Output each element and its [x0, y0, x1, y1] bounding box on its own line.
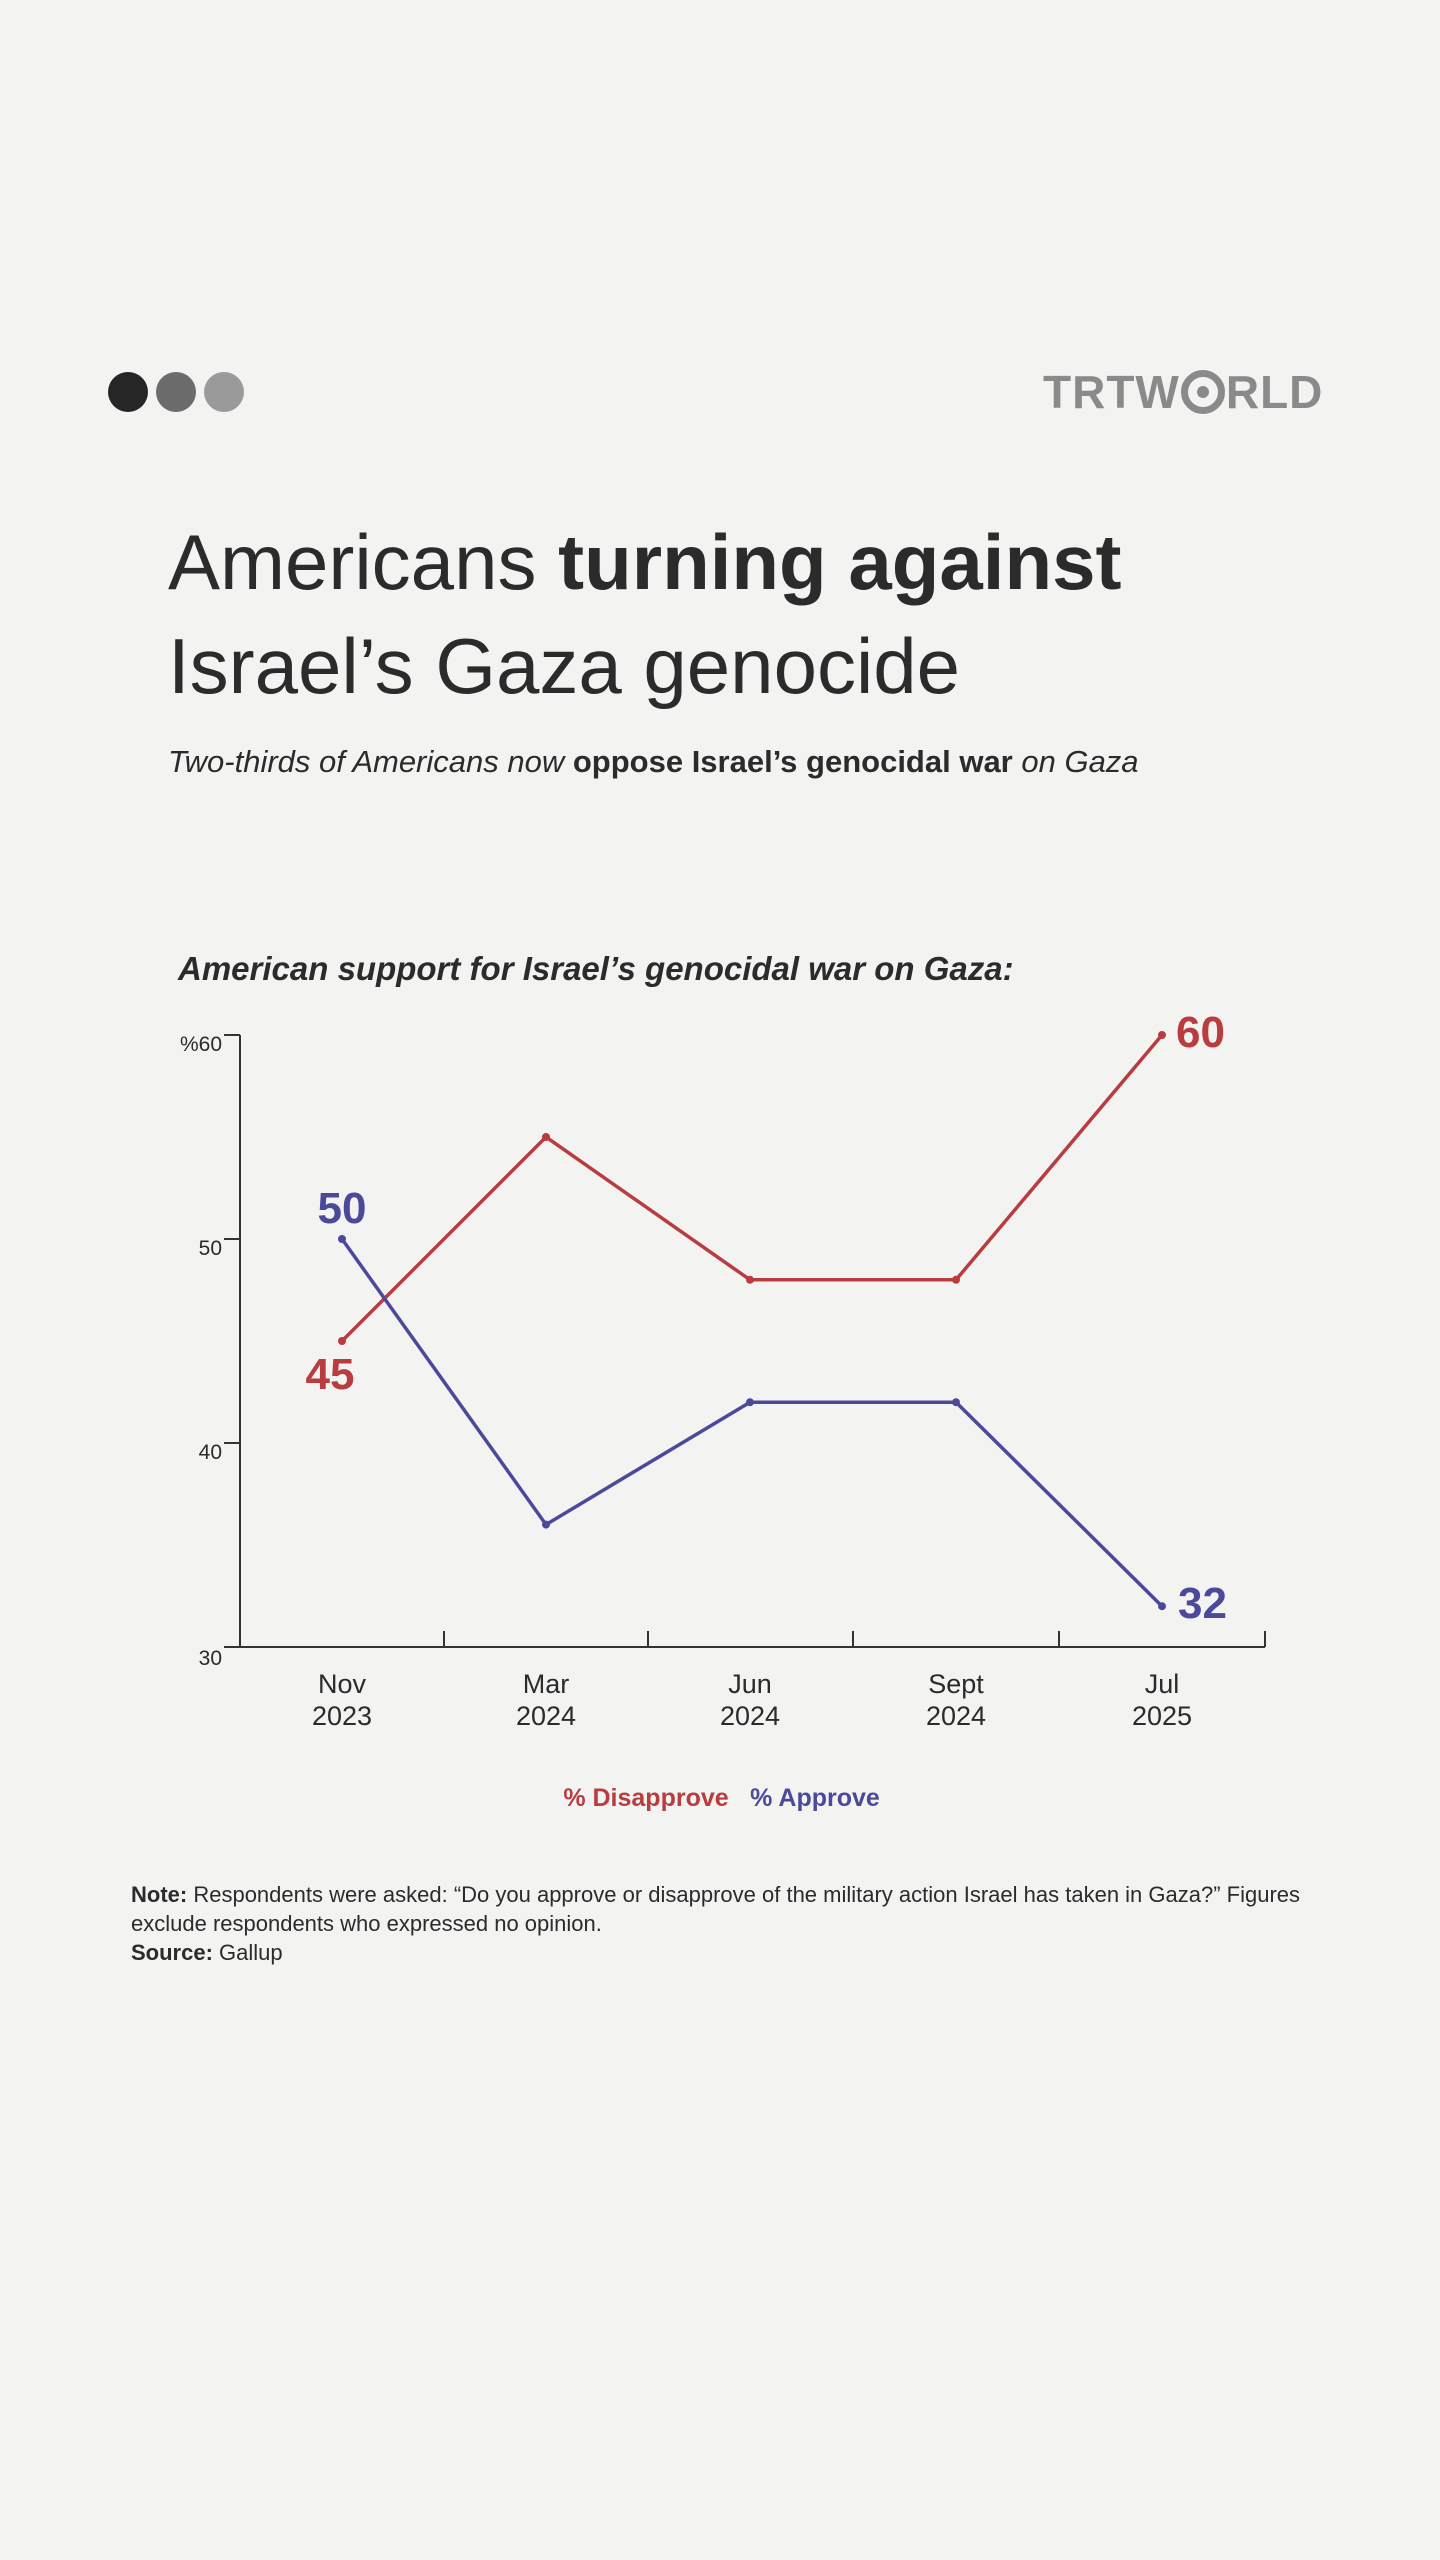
data-label-start: 45 [306, 1350, 355, 1399]
trt-world-logo: TRTW RLD [1043, 364, 1323, 420]
y-tick-label: 40 [199, 1441, 222, 1464]
data-point [542, 1133, 550, 1141]
data-label-start: 50 [318, 1184, 367, 1233]
source-text: Gallup [212, 1940, 283, 1965]
x-tick-label-month: Nov [318, 1669, 367, 1699]
x-tick-label-year: 2023 [312, 1701, 372, 1731]
x-tick-label-year: 2024 [516, 1701, 576, 1731]
dot-mid [156, 372, 196, 412]
data-point [746, 1398, 754, 1407]
data-point [542, 1520, 550, 1529]
headline-part1: Americans [168, 518, 559, 606]
x-tick-label-month: Sept [928, 1669, 984, 1699]
logo-text-left: TRTW [1043, 366, 1180, 418]
x-tick-label-month: Jun [728, 1669, 772, 1699]
note-label: Note: [131, 1882, 188, 1907]
series-line-disapprove [340, 1033, 1164, 1343]
data-point [952, 1398, 960, 1407]
x-tick-label-year: 2024 [926, 1701, 986, 1731]
chart-note: Note: Respondents were asked: “Do you ap… [131, 1880, 1321, 1967]
y-tick-label: 30 [199, 1647, 222, 1670]
subhead-italic-end: on Gaza [1012, 744, 1139, 779]
x-tick-label-month: Jul [1145, 1669, 1180, 1699]
data-point [1158, 1031, 1166, 1039]
data-point [952, 1275, 960, 1284]
subhead-italic-start: Two-thirds of Americans now [168, 744, 573, 779]
data-label-end: 60 [1176, 1008, 1225, 1057]
dot-dark [108, 372, 148, 412]
y-tick-label: %60 [180, 1033, 222, 1056]
series-line-approve [340, 1237, 1164, 1608]
subhead-bold: oppose Israel’s genocidal war [572, 744, 1013, 779]
headline-line2: Israel’s Gaza genocide [168, 622, 961, 710]
headline-bold: turning against [558, 518, 1122, 606]
data-label-end: 32 [1178, 1579, 1227, 1628]
dot-light [204, 372, 244, 412]
data-point [746, 1275, 754, 1284]
x-tick-label-year: 2024 [720, 1701, 780, 1731]
x-tick-label-year: 2025 [1132, 1701, 1192, 1731]
logo-text-right: RLD [1225, 366, 1324, 418]
page-title: Americans turning against Israel’s Gaza … [168, 510, 1318, 718]
brand-dots [108, 372, 244, 412]
legend-approve: % Approve [750, 1784, 880, 1812]
y-tick-label: 50 [199, 1237, 222, 1260]
legend-disapprove: % Disapprove [563, 1784, 728, 1812]
data-point [338, 1337, 346, 1345]
logo-o-ring-icon [1180, 370, 1225, 414]
data-point [1158, 1602, 1166, 1611]
x-tick-label-month: Mar [523, 1669, 570, 1699]
chart-title: American support for Israel’s genocidal … [178, 950, 1014, 987]
source-label: Source: [131, 1940, 213, 1965]
data-point [338, 1235, 346, 1243]
subheadline: Two-thirds of Americans now oppose Israe… [168, 742, 1318, 782]
line-chart: 304050%60Nov2023Mar2024Jun2024Sept2024Ju… [180, 1008, 1266, 1812]
note-text: Respondents were asked: “Do you approve … [131, 1882, 1301, 1936]
